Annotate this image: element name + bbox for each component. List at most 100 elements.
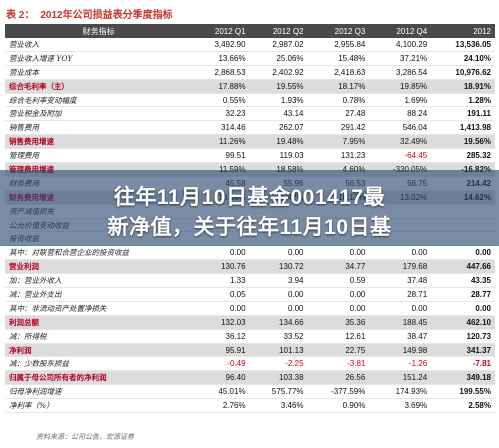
column-header: 2012 Q1 [192,24,250,38]
table-cell: 1.33 [192,273,250,289]
table-cell: 0.59 [307,273,370,289]
table-cell: 96.40 [192,370,250,386]
table-cell: 27.48 [307,106,370,122]
row-label: 利润总额 [5,315,193,330]
table-body: 营业收入 3,492.90 2,987.02 2,955.84 4,100.29 13,5… [5,38,495,414]
table-row: 净利率（%） 2.76% 3.46% 0.90% 3.69% 2.58% [5,398,495,414]
table-number: 表 2： [6,9,35,21]
table-cell: 0.00 [307,245,370,261]
table-cell: 28.77 [431,287,495,302]
table-cell: 24.10% [431,51,495,66]
table-cell: 99.51 [192,148,250,164]
row-label: 其中：非流动资产处置净损失 [5,301,193,316]
table-row: 减：所得税 36.12 33.52 12.61 38.47 120.73 [5,329,495,344]
table-cell: 2,418.63 [307,65,370,80]
table-cell: 0.00 [249,287,308,302]
table-cell: 10,976.62 [431,65,495,80]
table-cell: 35.36 [307,315,370,330]
table-cell: 19.56% [431,134,495,150]
row-label: 销售费用增速 [5,134,193,150]
row-label: 营业税金及附加 [5,106,193,122]
table-cell: 43.14 [249,106,308,122]
table-cell: 2,987.02 [249,38,308,52]
column-header: 2012 Q4 [369,24,432,38]
table-cell: -1.26 [369,356,432,372]
table-cell: 101.13 [249,343,308,358]
table-cell: 151.24 [369,370,432,386]
table-cell: 34.77 [307,259,370,275]
table-cell: 11.26% [192,134,250,150]
table-cell: -2.25 [249,356,308,372]
table-row: 归母净利润增速 45.01% 575.77% -377.59% 174.93% 199.5… [5,384,495,400]
table-cell: 32.49% [369,134,432,150]
table-cell: 19.55% [249,79,308,94]
table-cell: 0.00 [369,245,432,261]
table-row: 归属于母公司所有者的净利润 96.40 103.38 26.56 151.24 349.1… [5,370,495,386]
table-cell: -0.49 [192,356,250,372]
table-title-text: 2012年公司损益表分季度指标 [40,9,173,21]
table-cell: 19.85% [369,79,432,94]
source-note: 资料来源：公司公告，宏源证券 [36,433,134,441]
table-cell: 0.00 [249,245,308,261]
row-label: 其中：对联营和合营企业的投资收益 [5,245,193,261]
table-row: 净利润 95.91 101.13 22.75 149.98 341.37 [5,343,495,358]
table-cell: 32.23 [192,106,250,122]
table-cell: 28.71 [369,287,432,302]
table-cell: 120.73 [431,329,495,344]
table-cell: 199.55% [431,384,495,400]
table-row: 销售费用增速 11.26% 19.48% 7.95% 32.49% 19.56% [5,134,495,150]
table-cell: 149.98 [369,343,432,358]
table-cell: 3,492.90 [192,38,250,52]
table-cell: 25.06% [249,51,308,66]
table-cell: 0.00 [192,301,250,316]
table-row: 减：少数股东损益 -0.49 -2.25 -3.81 -1.26 -7.81 [5,356,495,372]
table-cell: -3.81 [307,356,370,372]
table-cell: 134.66 [249,315,308,330]
table-cell: -7.81 [431,356,495,372]
table-cell: 3,286.54 [369,65,432,80]
table-cell: 130.76 [192,259,250,275]
table-cell: 0.00 [192,245,250,261]
table-cell: 191.11 [431,106,495,122]
row-label: 营业收入增速 YOY [5,51,193,66]
table-row: 其中：非流动资产处置净损失 0.00 0.00 0.00 0.00 0.00 [5,301,495,316]
table-row: 减：营业外支出 0.05 0.00 0.00 28.71 28.77 [5,287,495,302]
table-cell: 19.48% [249,134,308,150]
table-cell: 0.90% [307,398,370,414]
table-cell: 12.61 [307,329,370,344]
table-row: 销售费用 314.46 262.07 291.42 546.04 1,413.98 [5,120,495,136]
table-cell: 18.91% [431,79,495,94]
table-cell: 18.17% [307,79,370,94]
table-cell: 88.24 [369,106,432,122]
table-cell: 38.47 [369,329,432,344]
row-label: 加：营业外收入 [5,273,193,289]
table-cell: 13.66% [192,51,250,66]
table-cell: 0.00 [431,245,495,261]
row-label: 归母净利润增速 [5,384,193,400]
row-label: 减：所得税 [5,329,193,344]
table-cell: 37.21% [369,51,432,66]
table-cell: 45.01% [192,384,250,400]
table-row: 营业收入 3,492.90 2,987.02 2,955.84 4,100.29 13,5… [5,38,495,52]
table-cell: 15.48% [307,51,370,66]
table-cell: 131.23 [307,148,370,164]
table-row: 综合毛利率变动幅度 0.55% 1.93% 0.78% 1.69% 1.28% [5,93,495,108]
table-cell: 119.03 [249,148,308,164]
table-cell: 546.04 [369,120,432,136]
table-cell: 0.78% [307,93,370,108]
table-cell: -377.59% [307,384,370,400]
row-label: 销售费用 [5,120,193,136]
table-cell: 1,413.98 [431,120,495,136]
table-cell: 174.93% [369,384,432,400]
table-cell: 349.18 [431,370,495,386]
table-cell: 314.46 [192,120,250,136]
column-header: 2012 [431,24,495,38]
table-cell: 0.55% [192,93,250,108]
table-cell: 0.00 [369,301,432,316]
row-label: 综合毛利率变动幅度 [5,93,193,108]
row-label: 净利润 [5,343,193,358]
table-cell: 95.91 [192,343,250,358]
table-cell: 37.48 [369,273,432,289]
column-header: 财务指标 [5,24,193,38]
row-label: 归属于母公司所有者的净利润 [5,370,193,386]
